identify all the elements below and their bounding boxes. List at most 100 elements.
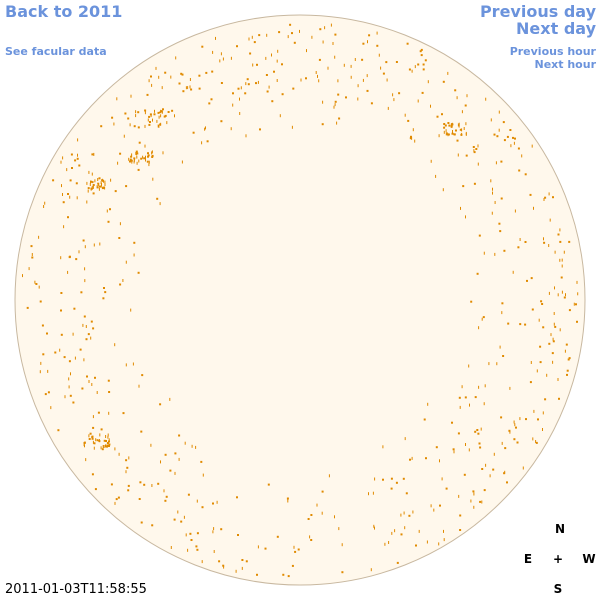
facula <box>565 293 566 297</box>
previous-hour-link[interactable]: Previous hour <box>509 45 596 58</box>
facula <box>67 193 69 195</box>
facula <box>105 444 106 448</box>
facula <box>452 130 453 133</box>
facula <box>544 196 547 199</box>
facula <box>152 177 154 181</box>
facula <box>291 564 294 567</box>
facula <box>473 151 476 154</box>
facula <box>366 89 369 92</box>
back-link[interactable]: Back to 2011 <box>5 2 123 21</box>
facula <box>91 473 94 476</box>
facula <box>435 446 438 449</box>
facula <box>102 186 105 189</box>
facula <box>111 116 114 119</box>
facula <box>266 90 269 93</box>
facula <box>408 68 411 71</box>
facula <box>392 93 394 97</box>
facula <box>367 40 368 44</box>
facula <box>178 457 180 461</box>
facula <box>82 239 85 242</box>
facula <box>425 457 427 460</box>
facula <box>501 311 503 315</box>
facula <box>404 526 406 530</box>
facula <box>542 428 543 431</box>
facula <box>382 445 384 449</box>
facula <box>522 466 524 470</box>
next-hour-link[interactable]: Next hour <box>534 58 597 71</box>
facula <box>204 127 206 131</box>
facular-link[interactable]: See facular data <box>5 45 107 58</box>
facula <box>477 432 480 435</box>
facula <box>57 429 60 432</box>
facula <box>59 348 61 352</box>
facula <box>436 115 439 118</box>
facula <box>510 144 512 148</box>
facula <box>190 88 193 91</box>
facula <box>493 133 496 136</box>
facula <box>200 460 203 463</box>
facula <box>205 126 206 130</box>
facula <box>395 481 398 484</box>
facula <box>137 271 140 274</box>
facula <box>575 303 577 306</box>
facula <box>125 363 127 367</box>
facula <box>92 327 95 330</box>
next-day-link[interactable]: Next day <box>516 19 596 38</box>
facula <box>201 560 203 564</box>
facula <box>478 326 480 330</box>
facula <box>164 71 167 74</box>
facula <box>559 240 562 243</box>
facula <box>159 202 161 206</box>
facula <box>337 79 339 83</box>
facula <box>461 385 463 389</box>
facula <box>529 193 532 196</box>
facula <box>559 328 561 332</box>
facula <box>276 59 278 63</box>
facula <box>478 234 481 237</box>
facula <box>513 420 515 424</box>
facula <box>26 306 29 309</box>
facula <box>489 474 491 478</box>
facula <box>357 97 359 101</box>
facula <box>77 138 79 142</box>
facula <box>334 515 335 519</box>
facula <box>535 440 537 443</box>
facula <box>60 292 63 294</box>
facula <box>333 105 335 109</box>
facula <box>390 477 393 480</box>
facula <box>479 500 482 503</box>
facula <box>387 106 389 110</box>
facula <box>458 124 460 128</box>
facula <box>459 405 461 409</box>
facula <box>334 33 337 36</box>
facula <box>400 513 402 517</box>
facula <box>94 488 97 491</box>
facula <box>28 267 30 271</box>
facula <box>446 132 448 136</box>
facula <box>484 384 486 388</box>
previous-day-link[interactable]: Previous day <box>479 2 596 21</box>
facula <box>137 111 140 114</box>
facula <box>163 489 165 493</box>
facula <box>256 63 258 66</box>
facula <box>378 53 380 57</box>
facula <box>268 85 270 89</box>
facula <box>138 141 141 144</box>
facula <box>85 458 87 462</box>
facula <box>473 505 475 509</box>
facula <box>164 499 167 502</box>
facula <box>208 102 211 105</box>
facula <box>141 374 144 377</box>
facula <box>255 82 257 85</box>
facula <box>181 73 184 76</box>
facula <box>94 179 96 183</box>
facula <box>130 308 132 312</box>
compass-center: + <box>552 552 564 566</box>
facula <box>100 181 102 185</box>
facula <box>265 56 267 60</box>
facula <box>71 167 73 169</box>
facula <box>46 332 48 335</box>
facula <box>91 383 93 386</box>
facula <box>354 58 356 61</box>
facula <box>568 357 571 360</box>
